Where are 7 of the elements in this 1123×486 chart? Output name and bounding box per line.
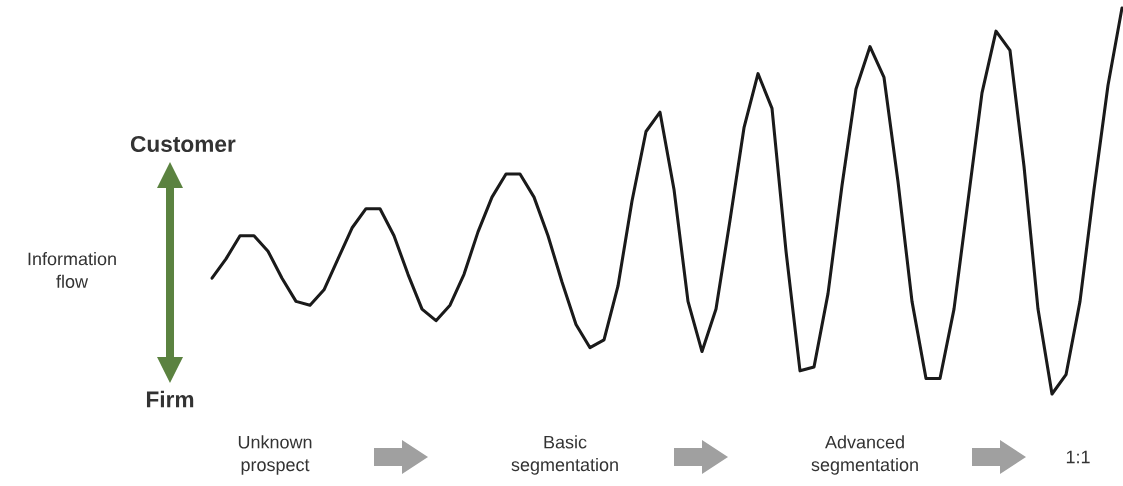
annotation: Customer: [130, 135, 236, 153]
text: Basic segmentation: [511, 435, 618, 475]
text: Firm: [146, 390, 194, 408]
text: Advanced segmentation: [811, 435, 918, 475]
text: Unknown prospect: [238, 435, 312, 475]
text: 1:1: [1066, 450, 1090, 464]
y-axis-title: Information flow: [28, 252, 116, 288]
